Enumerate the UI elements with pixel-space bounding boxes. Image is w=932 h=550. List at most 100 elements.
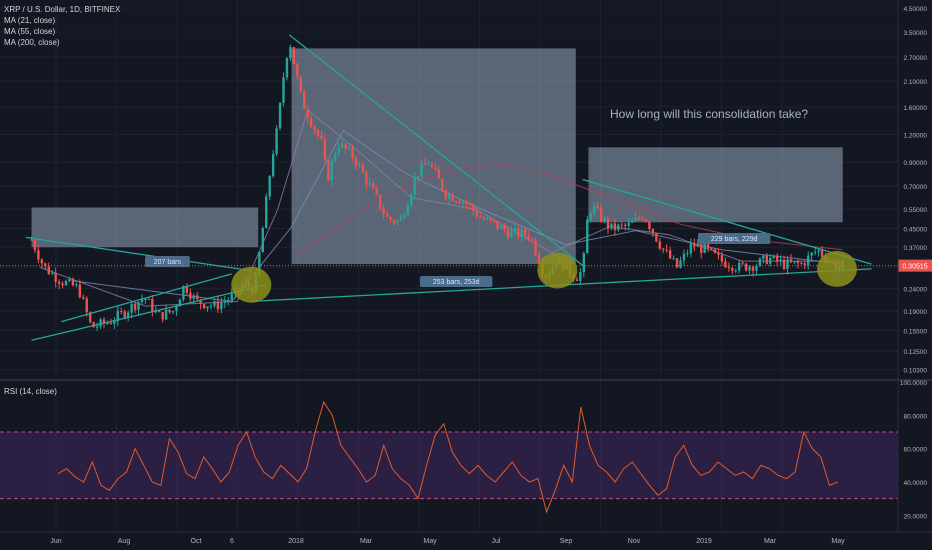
candle-body (648, 221, 651, 229)
candle-body (582, 253, 586, 273)
candle-body (320, 135, 323, 139)
symbol-title: XRP / U.S. Dollar, 1D, BITFINEX (4, 5, 121, 14)
candle-body (140, 299, 144, 303)
candle-body (458, 201, 461, 204)
candle-body (427, 164, 430, 166)
candle-body (596, 205, 599, 208)
candle-body (399, 217, 403, 221)
candle-body (520, 229, 523, 237)
candle-body (57, 281, 61, 284)
candle-body (658, 241, 661, 249)
candle-body (416, 176, 420, 178)
chart-annotation: How long will this consolidation take? (610, 107, 809, 121)
candle-body (789, 259, 793, 263)
candle-body (820, 250, 824, 257)
candle-body (423, 163, 427, 165)
candle-body (71, 279, 75, 286)
time-axis-label: Mar (360, 538, 373, 545)
candle-body (534, 239, 537, 255)
candle-body (316, 129, 320, 136)
candle-body (451, 194, 454, 201)
candle-body (154, 311, 157, 313)
candle-body (706, 243, 710, 249)
candle-body (189, 292, 192, 299)
candle-body (617, 224, 620, 231)
candle-body (223, 301, 227, 303)
time-axis-label: 2019 (696, 538, 712, 545)
candle-body (813, 251, 817, 253)
candle-body (700, 244, 703, 253)
candle-body (444, 189, 447, 199)
candle-body (144, 298, 147, 300)
rsi-legend[interactable]: RSI (14, close) (4, 387, 57, 396)
candle-body (579, 272, 582, 282)
trendline (288, 34, 586, 268)
candle-body (61, 283, 64, 286)
price-axis-label: 0.45000 (904, 226, 928, 233)
candle-body (472, 204, 475, 211)
range-box (31, 207, 259, 248)
rsi-band (0, 432, 898, 499)
measure-label-bg (420, 276, 493, 287)
candle-body (454, 200, 458, 202)
candle-body (793, 261, 796, 263)
candle-body (116, 311, 120, 322)
candle-body (64, 281, 68, 286)
candle-body (717, 252, 720, 255)
indicator-ma21[interactable]: MA (21, close) (4, 16, 56, 25)
candle-body (168, 309, 171, 313)
candle-body (30, 239, 33, 241)
measure-label: 253 bars, 253d (433, 279, 480, 286)
price-axis-label: 0.10300 (904, 368, 928, 375)
candle-body (334, 153, 337, 161)
range-box (588, 147, 843, 223)
candle-body (662, 248, 665, 250)
price-axis-label: 0.37000 (904, 245, 928, 252)
rsi-axis-label: 20.0000 (904, 513, 928, 520)
candle-body (340, 143, 344, 148)
candle-body (672, 258, 675, 260)
candle-body (720, 254, 724, 262)
price-axis-label: 1.20000 (904, 133, 928, 140)
candle-body (258, 252, 261, 275)
candle-body (772, 255, 775, 259)
candle-body (724, 261, 727, 268)
rsi-axis-label: 40.0000 (904, 480, 928, 487)
trendline (582, 178, 872, 265)
rsi-axis-label: 60.0000 (904, 447, 928, 454)
candle-body (106, 322, 109, 324)
price-axis-label: 1.60000 (904, 105, 928, 112)
candle-body (606, 218, 610, 229)
candle-body (475, 210, 479, 217)
candle-body (265, 196, 268, 229)
candle-body (430, 164, 434, 167)
candle-body (624, 224, 627, 226)
candle-body (527, 235, 530, 239)
candle-body (786, 259, 789, 269)
candle-body (748, 266, 751, 271)
candle-body (47, 266, 50, 275)
candle-body (365, 172, 368, 185)
candle-body (655, 233, 658, 242)
rsi-line (57, 400, 839, 514)
candle-body (592, 205, 596, 213)
candle-body (689, 243, 693, 254)
indicator-ma55[interactable]: MA (55, close) (4, 27, 56, 36)
candle-body (589, 212, 592, 220)
last-price-value: 0.30515 (902, 264, 927, 271)
candle-body (389, 217, 392, 220)
candle-body (330, 160, 334, 181)
time-axis-label: 2018 (288, 538, 304, 545)
candle-body (126, 312, 130, 318)
candle-body (737, 262, 741, 271)
candle-body (261, 228, 264, 253)
indicator-ma200[interactable]: MA (200, close) (4, 38, 60, 47)
candle-body (603, 218, 606, 222)
moving-average-line (295, 163, 843, 256)
time-axis-label: Oct (191, 538, 202, 545)
trendline (25, 236, 251, 272)
candle-body (368, 183, 372, 185)
candle-body (696, 244, 699, 247)
